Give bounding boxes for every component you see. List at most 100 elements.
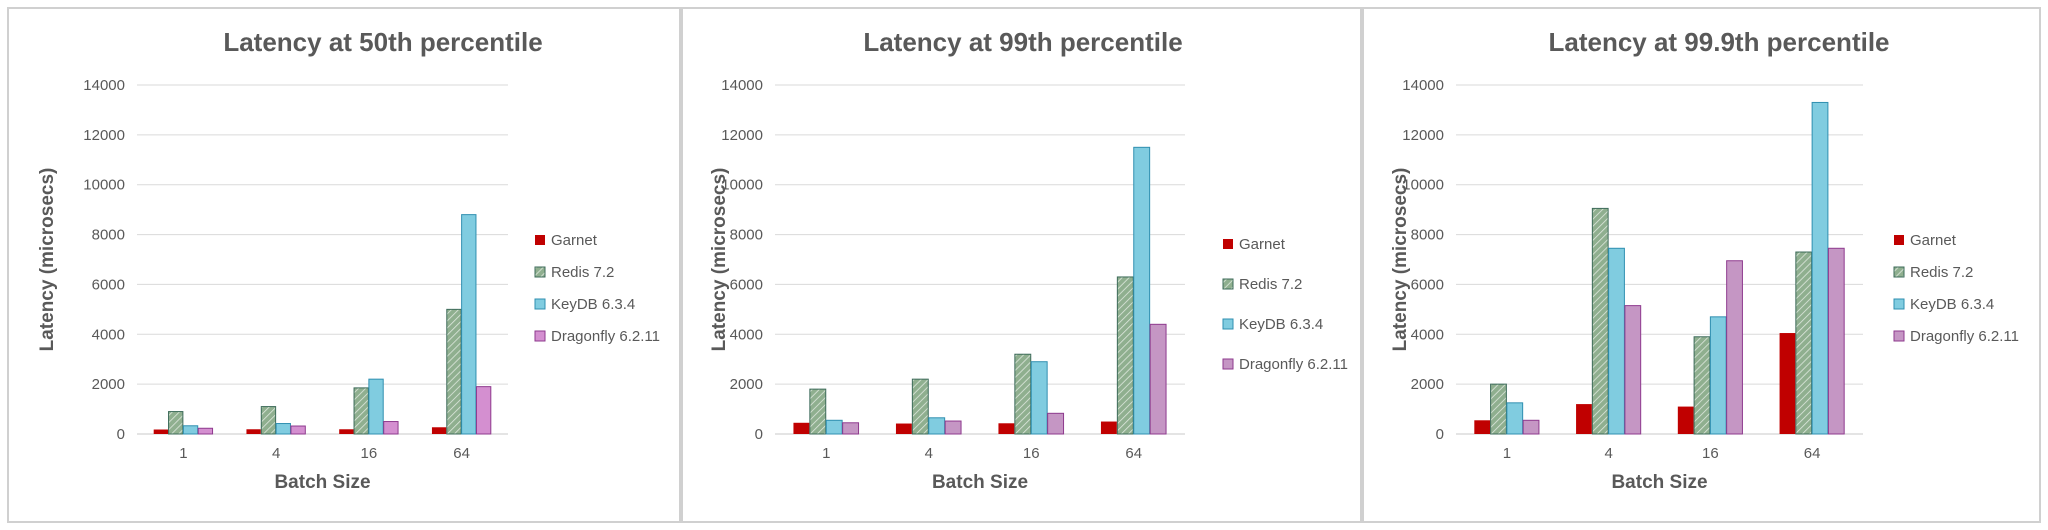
y-tick-label: 10000 bbox=[1402, 177, 1444, 194]
legend-swatch-redis-7-2 bbox=[1222, 278, 1234, 290]
x-axis-title: Batch Size bbox=[274, 472, 370, 493]
y-tick-label: 14000 bbox=[1402, 77, 1444, 94]
bar-dragonfly-6-2-11-4 bbox=[944, 420, 962, 435]
bar-keydb-6-3-4-64 bbox=[461, 214, 477, 435]
x-tick-label: 4 bbox=[1604, 445, 1612, 462]
chart-svg-p50: Latency at 50th percentile 0 2000 4000 6000 8… bbox=[37, 27, 660, 493]
bar-keydb-6-3-4-64 bbox=[1811, 101, 1829, 435]
bar-garnet-16 bbox=[339, 429, 354, 434]
legend-label-keydb-6-3-4: KeyDB 6.3.4 bbox=[551, 296, 635, 313]
bar-garnet-64 bbox=[1779, 333, 1796, 434]
bar-keydb-6-3-4-16 bbox=[1709, 316, 1727, 435]
legend-swatch-keydb-6-3-4 bbox=[1893, 298, 1905, 310]
y-tick-label: 8000 bbox=[1411, 227, 1444, 244]
bar-garnet-64 bbox=[1100, 421, 1117, 434]
y-tick-label: 6000 bbox=[730, 276, 763, 293]
legend-swatch-keydb-6-3-4 bbox=[534, 298, 546, 310]
y-tick-label: 4000 bbox=[92, 326, 125, 343]
y-tick-label: 10000 bbox=[721, 177, 763, 194]
bar-redis-7-2-64 bbox=[1116, 276, 1134, 435]
bar-dragonfly-6-2-11-16 bbox=[1047, 412, 1065, 435]
chart-panel-p99: Latency at 99th percentile 0 2000 4000 6000 8… bbox=[681, 7, 1362, 523]
bar-dragonfly-6-2-11-64 bbox=[1149, 323, 1167, 435]
x-tick-label: 16 bbox=[1702, 445, 1719, 462]
bar-garnet-4 bbox=[246, 429, 261, 434]
bar-keydb-6-3-4-16 bbox=[368, 378, 384, 435]
bar-garnet-4 bbox=[895, 423, 912, 434]
legend-swatch-dragonfly-6-2-11 bbox=[534, 330, 546, 342]
y-tick-label: 12000 bbox=[83, 127, 125, 144]
legend-label-dragonfly-6-2-11: Dragonfly 6.2.11 bbox=[1239, 356, 1348, 373]
bar-redis-7-2-4 bbox=[260, 406, 277, 435]
legend-swatch-redis-7-2 bbox=[1893, 266, 1905, 278]
y-tick-label: 0 bbox=[117, 426, 125, 443]
x-tick-label: 16 bbox=[361, 445, 378, 462]
y-tick-label: 14000 bbox=[83, 77, 125, 94]
x-tick-label: 1 bbox=[822, 445, 830, 462]
y-tick-label: 6000 bbox=[1411, 276, 1444, 293]
bar-garnet-4 bbox=[1576, 404, 1592, 434]
bar-garnet-1 bbox=[793, 422, 810, 434]
legend-swatch-dragonfly-6-2-11 bbox=[1893, 330, 1905, 342]
bar-dragonfly-6-2-11-4 bbox=[290, 425, 306, 435]
legend-swatch-garnet bbox=[1894, 235, 1904, 245]
y-tick-label: 12000 bbox=[1402, 127, 1444, 144]
y-tick-label: 2000 bbox=[730, 376, 763, 393]
bar-redis-7-2-4 bbox=[911, 378, 929, 435]
legend-label-redis-7-2: Redis 7.2 bbox=[551, 264, 614, 281]
bar-redis-7-2-16 bbox=[1014, 353, 1032, 435]
bar-dragonfly-6-2-11-64 bbox=[475, 386, 492, 435]
legend-label-garnet: Garnet bbox=[1910, 232, 1957, 249]
x-tick-label: 4 bbox=[272, 445, 280, 462]
bar-garnet-1 bbox=[1474, 420, 1491, 434]
legend-label-dragonfly-6-2-11: Dragonfly 6.2.11 bbox=[1910, 328, 2019, 345]
y-tick-label: 8000 bbox=[92, 227, 125, 244]
bar-redis-7-2-4 bbox=[1591, 207, 1609, 435]
x-tick-label: 1 bbox=[179, 445, 187, 462]
chart-title: Latency at 50th percentile bbox=[223, 27, 542, 57]
legend-label-garnet: Garnet bbox=[1239, 236, 1286, 253]
y-tick-label: 6000 bbox=[92, 276, 125, 293]
x-axis-title: Batch Size bbox=[932, 472, 1028, 493]
legend-swatch-garnet bbox=[1223, 239, 1233, 249]
bar-keydb-6-3-4-4 bbox=[928, 417, 946, 435]
y-tick-label: 10000 bbox=[83, 177, 125, 194]
x-tick-label: 64 bbox=[1804, 445, 1821, 462]
bar-keydb-6-3-4-1 bbox=[825, 419, 843, 435]
y-tick-label: 2000 bbox=[92, 376, 125, 393]
chart-panel-p50: Latency at 50th percentile 0 2000 4000 6000 8… bbox=[7, 7, 681, 523]
bar-keydb-6-3-4-1 bbox=[182, 425, 199, 435]
y-axis-title: Latency (microsecs) bbox=[1390, 168, 1411, 352]
legend-label-keydb-6-3-4: KeyDB 6.3.4 bbox=[1239, 316, 1323, 333]
x-tick-label: 1 bbox=[1503, 445, 1511, 462]
legend-label-redis-7-2: Redis 7.2 bbox=[1910, 264, 1973, 281]
bar-dragonfly-6-2-11-4 bbox=[1624, 305, 1642, 435]
y-tick-label: 12000 bbox=[721, 127, 763, 144]
bar-redis-7-2-1 bbox=[809, 388, 827, 435]
y-tick-label: 14000 bbox=[721, 77, 763, 94]
bar-dragonfly-6-2-11-16 bbox=[383, 421, 399, 435]
bar-redis-7-2-16 bbox=[1693, 336, 1711, 435]
bar-redis-7-2-64 bbox=[1795, 251, 1813, 435]
bar-garnet-16 bbox=[1677, 406, 1694, 434]
legend-label-dragonfly-6-2-11: Dragonfly 6.2.11 bbox=[551, 328, 660, 345]
x-tick-label: 16 bbox=[1023, 445, 1040, 462]
legend-label-redis-7-2: Redis 7.2 bbox=[1239, 276, 1302, 293]
y-tick-label: 0 bbox=[755, 426, 763, 443]
bar-dragonfly-6-2-11-1 bbox=[1522, 419, 1540, 435]
chart-title: Latency at 99.9th percentile bbox=[1548, 27, 1889, 57]
legend-swatch-garnet bbox=[535, 235, 545, 245]
y-tick-label: 2000 bbox=[1411, 376, 1444, 393]
y-tick-label: 4000 bbox=[730, 326, 763, 343]
chart-panel-p999: Latency at 99.9th percentile 0 2000 4000 600… bbox=[1362, 7, 2041, 523]
chart-svg-p99: Latency at 99th percentile 0 2000 4000 6000 8… bbox=[709, 27, 1348, 493]
x-tick-label: 64 bbox=[1125, 445, 1142, 462]
y-tick-label: 0 bbox=[1436, 426, 1444, 443]
x-axis-title: Batch Size bbox=[1611, 472, 1707, 493]
bar-dragonfly-6-2-11-64 bbox=[1827, 247, 1845, 435]
bar-redis-7-2-1 bbox=[168, 411, 184, 435]
bar-garnet-1 bbox=[153, 429, 169, 434]
y-axis-title: Latency (microsecs) bbox=[709, 168, 730, 352]
bar-dragonfly-6-2-11-1 bbox=[197, 427, 214, 435]
bar-keydb-6-3-4-4 bbox=[1608, 247, 1625, 435]
